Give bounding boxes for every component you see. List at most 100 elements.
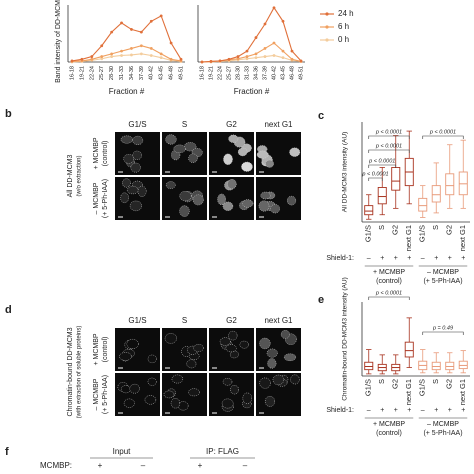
p-value: p < 0.0001	[368, 158, 395, 164]
point	[110, 55, 114, 58]
point	[139, 30, 143, 34]
x-tick-label: 28-30	[235, 66, 241, 80]
cell	[237, 147, 248, 157]
cell	[129, 200, 143, 212]
point	[179, 57, 183, 61]
shield-sign: +	[434, 407, 438, 414]
side-label: All DD-MCM3	[67, 155, 74, 198]
cell	[179, 205, 190, 217]
point	[281, 56, 285, 60]
point	[70, 59, 74, 63]
shield-sign: +	[461, 255, 465, 262]
y-axis-label: Band intensity of DD-MCM3 (A	[55, 0, 62, 83]
group-sublabel: (+ 5-Ph-IAA)	[423, 430, 462, 437]
cell	[222, 201, 234, 211]
point	[290, 57, 294, 61]
cell	[228, 134, 239, 143]
x-tick-label: 40-42	[271, 66, 277, 80]
x-tick-label: S	[377, 379, 386, 384]
cell	[289, 147, 301, 157]
shield-sign: +	[394, 255, 398, 262]
x-tick-label: S	[377, 225, 386, 230]
cell	[164, 333, 177, 344]
cell	[188, 153, 198, 163]
shield-sign: –	[421, 407, 425, 414]
y-axis-label: All DD-MCM3 intensity (AU)	[342, 132, 349, 213]
y-axis-label: Chromatin-bound DD-MCM3 intensity (AU)	[342, 277, 349, 401]
x-tick-label: 25-27	[99, 66, 105, 80]
cell	[217, 193, 226, 206]
group-label: – MCMBP	[427, 269, 459, 276]
point	[159, 52, 163, 56]
cell	[283, 353, 297, 362]
column-header: next G1	[264, 120, 293, 129]
shield-label: Shield-1:	[326, 407, 354, 414]
cell	[259, 337, 271, 350]
shield-sign: +	[448, 407, 452, 414]
cell	[165, 181, 176, 189]
panel-letter: f	[5, 446, 9, 458]
legend-label: 0 h	[338, 35, 349, 44]
cell	[259, 377, 271, 389]
cell	[120, 135, 134, 144]
cell	[132, 135, 144, 146]
x-tick-label: G2	[445, 379, 454, 389]
x-tick-label: 37-39	[262, 66, 268, 80]
shield-sign: +	[461, 407, 465, 414]
x-tick-label: 49-51	[298, 66, 304, 80]
cell	[242, 392, 253, 404]
x-tick-label: 22-24	[217, 66, 223, 80]
column-header: S	[182, 120, 187, 129]
row-label: – MCMBP	[93, 378, 100, 410]
panel-letter: c	[318, 110, 324, 122]
point	[110, 30, 114, 34]
x-tick-label: 28-30	[109, 66, 115, 80]
p-value: p < 0.0001	[375, 129, 402, 135]
cell	[188, 388, 200, 397]
x-tick-label: 43-45	[280, 66, 286, 80]
shield-sign: +	[407, 407, 411, 414]
line	[71, 45, 182, 63]
cell	[130, 162, 141, 173]
cell	[270, 204, 280, 214]
point	[100, 57, 104, 61]
box	[445, 173, 455, 196]
cell	[179, 190, 192, 202]
cell	[186, 359, 197, 369]
bracket	[368, 177, 383, 181]
point	[245, 49, 249, 53]
cell	[265, 159, 274, 168]
group-label: Input	[113, 447, 132, 456]
row-sublabel: (+ 5-Ph-IAA)	[102, 375, 109, 414]
row-sublabel: (control)	[102, 337, 109, 363]
cell	[258, 200, 270, 212]
point	[236, 57, 240, 61]
point	[90, 57, 94, 61]
cell	[229, 350, 239, 359]
cell	[147, 377, 157, 386]
row-label: + MCMBP	[93, 137, 100, 169]
side-sublabel: (with extraction of soluble proteins)	[77, 326, 83, 419]
cell	[192, 194, 204, 206]
cell	[227, 179, 237, 190]
cell	[241, 161, 253, 172]
cell	[165, 134, 177, 145]
point	[290, 49, 294, 53]
x-tick-label: 34-36	[253, 66, 259, 80]
point	[281, 49, 285, 53]
group-label: + MCMBP	[373, 269, 405, 276]
legend-swatch	[325, 38, 329, 42]
x-tick-label: G2	[445, 225, 454, 235]
point	[169, 57, 173, 61]
column-header: G1/S	[128, 316, 146, 325]
x-tick-label: G1/S	[418, 225, 427, 242]
cell	[144, 395, 157, 405]
cell	[171, 374, 184, 384]
bracket	[368, 149, 410, 153]
box	[445, 361, 455, 371]
x-tick-label: next G1	[404, 225, 413, 251]
group-sublabel: (control)	[376, 278, 402, 285]
bracket	[368, 135, 410, 139]
x-axis-label: Fraction #	[109, 87, 145, 96]
panel-letter: b	[5, 108, 12, 120]
